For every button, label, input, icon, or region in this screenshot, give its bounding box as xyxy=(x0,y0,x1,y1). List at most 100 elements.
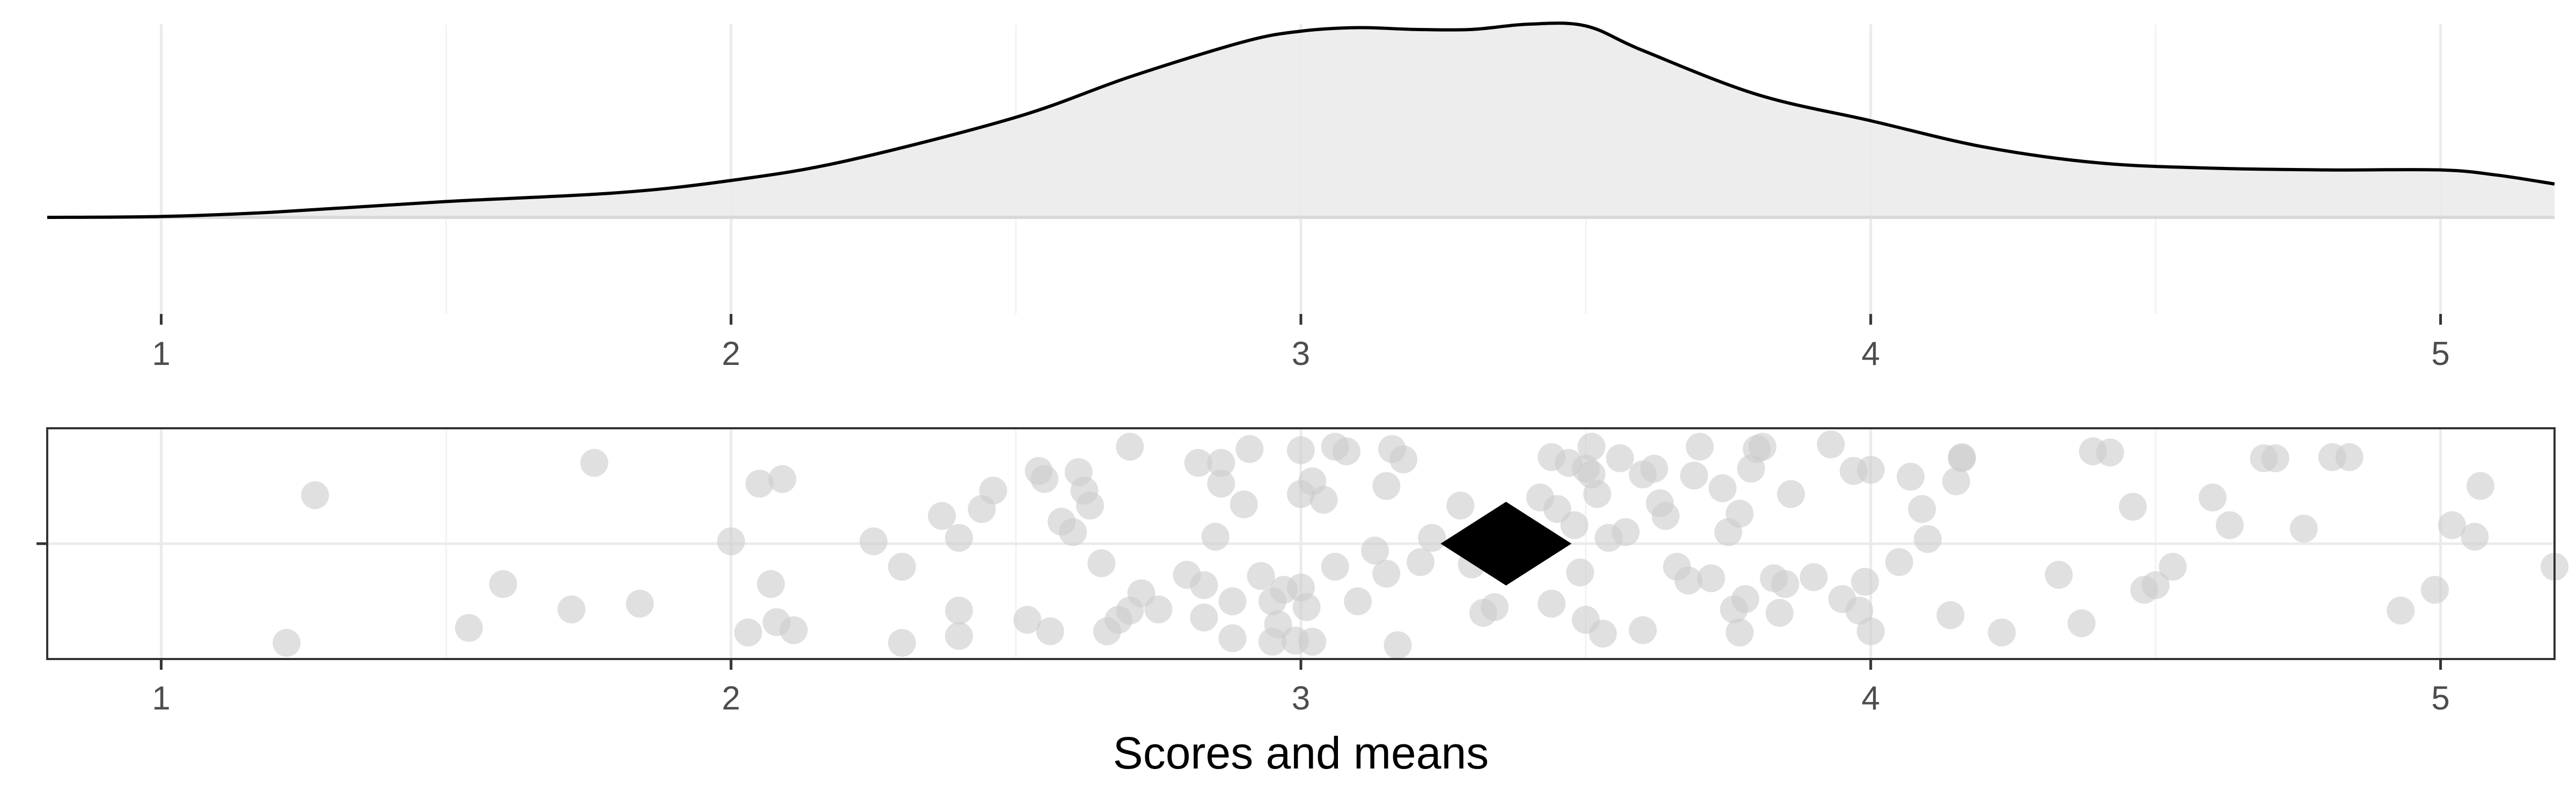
score-point xyxy=(1674,566,1703,595)
score-point xyxy=(734,618,763,647)
score-point xyxy=(1361,536,1389,565)
score-point xyxy=(779,616,808,645)
score-point xyxy=(1207,449,1235,477)
score-point xyxy=(1218,624,1247,653)
score-point xyxy=(1771,570,1799,598)
score-point xyxy=(1344,587,1372,616)
score-point xyxy=(859,527,888,555)
score-point xyxy=(2387,596,2415,625)
score-point xyxy=(1942,467,1971,495)
score-point xyxy=(1481,593,1509,621)
score-point xyxy=(1686,433,1714,461)
score-point xyxy=(1851,567,1879,596)
mean-diamond-marker xyxy=(1440,502,1572,586)
score-point xyxy=(945,622,973,650)
score-point xyxy=(2289,515,2318,543)
score-point xyxy=(1184,449,1212,477)
score-point xyxy=(1190,603,1218,632)
score-point xyxy=(1606,444,1634,472)
score-point xyxy=(1651,502,1680,530)
score-point xyxy=(2335,443,2363,471)
score-point xyxy=(888,553,916,581)
score-point xyxy=(1680,462,1708,490)
scatter-points xyxy=(272,430,2568,660)
score-point xyxy=(580,449,609,477)
score-point xyxy=(1856,617,1885,646)
scatter-panel: 1 2 3 4 5 Scores and means xyxy=(36,427,2568,778)
score-point xyxy=(1538,589,1566,618)
scatter-x-tick-label: 5 xyxy=(2431,680,2449,717)
score-point xyxy=(1144,595,1173,624)
density-panel: 1 2 3 4 5 xyxy=(47,21,2555,372)
score-point xyxy=(301,481,330,509)
score-point xyxy=(1612,518,1640,546)
score-point xyxy=(1856,456,1885,484)
score-point xyxy=(1087,549,1116,577)
score-point xyxy=(1036,617,1064,646)
score-point xyxy=(979,477,1007,505)
score-point xyxy=(2215,511,2244,539)
score-point xyxy=(1914,525,1942,553)
score-point xyxy=(1799,563,1828,591)
score-point xyxy=(1321,553,1349,581)
score-point xyxy=(1292,593,1321,621)
score-point xyxy=(1629,616,1657,645)
score-point xyxy=(1116,433,1144,461)
score-point xyxy=(757,570,785,598)
scatter-x-tick-label: 1 xyxy=(152,680,170,717)
density-line xyxy=(47,21,2555,219)
score-point xyxy=(1201,523,1230,551)
score-point xyxy=(888,628,916,657)
score-point xyxy=(1372,472,1401,500)
score-point xyxy=(1566,558,1594,587)
score-point xyxy=(1287,436,1315,464)
score-point xyxy=(1309,486,1338,514)
score-point xyxy=(1372,559,1401,588)
score-point xyxy=(1247,562,1275,590)
score-point xyxy=(1030,465,1059,493)
density-x-tick-label: 3 xyxy=(1292,335,1310,372)
score-point xyxy=(1218,587,1247,616)
score-point xyxy=(1389,445,1418,474)
score-point xyxy=(1013,605,1042,634)
score-point xyxy=(1190,571,1218,599)
score-point xyxy=(272,628,301,657)
score-point xyxy=(2438,511,2466,539)
score-point xyxy=(1577,433,1606,461)
score-point xyxy=(1406,548,1435,576)
score-point xyxy=(717,527,745,555)
score-point xyxy=(1059,518,1087,546)
score-point xyxy=(2119,493,2147,521)
density-x-tick-label: 4 xyxy=(1862,335,1880,372)
density-x-tick-label: 2 xyxy=(722,335,740,372)
scatter-x-tick-label: 4 xyxy=(1862,680,1880,717)
score-point xyxy=(1230,490,1258,518)
score-point xyxy=(2466,472,2494,500)
score-point xyxy=(1725,500,1754,528)
score-point xyxy=(557,595,586,624)
score-point xyxy=(2461,523,2489,551)
score-point xyxy=(945,596,973,625)
x-axis-title: Scores and means xyxy=(1113,728,1489,778)
density-x-tick-label: 5 xyxy=(2431,335,2449,372)
score-point xyxy=(2421,576,2449,604)
score-point xyxy=(1207,470,1235,498)
score-point xyxy=(1948,444,1976,472)
score-point xyxy=(1640,455,1668,483)
score-point xyxy=(1936,601,1965,630)
score-point xyxy=(945,524,973,552)
score-point xyxy=(626,589,654,618)
score-point xyxy=(455,613,483,642)
score-point xyxy=(745,470,774,498)
score-point xyxy=(928,502,956,530)
score-point xyxy=(1988,618,2016,647)
score-point xyxy=(1845,596,1874,625)
score-point xyxy=(2141,571,2170,599)
score-point xyxy=(1560,511,1589,539)
score-point xyxy=(1897,463,1925,491)
score-point xyxy=(1583,480,1612,508)
score-point xyxy=(1908,495,1936,523)
scatter-x-tick-label: 3 xyxy=(1292,680,1310,717)
score-point xyxy=(1446,492,1475,520)
